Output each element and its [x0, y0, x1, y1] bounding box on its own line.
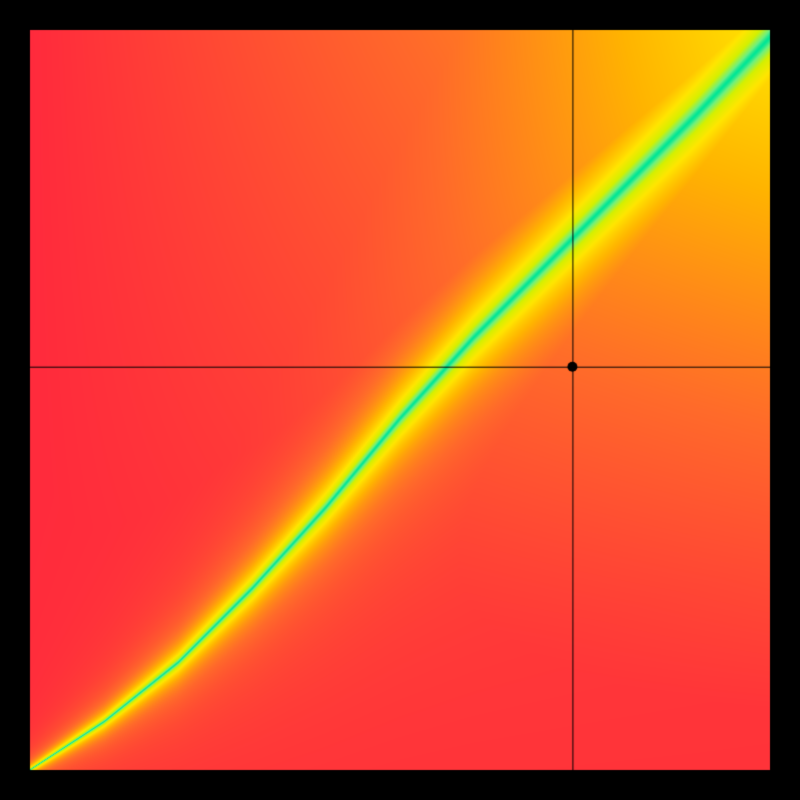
- chart-container: TheBottleneck.com: [0, 0, 800, 800]
- bottleneck-heatmap: [0, 0, 800, 800]
